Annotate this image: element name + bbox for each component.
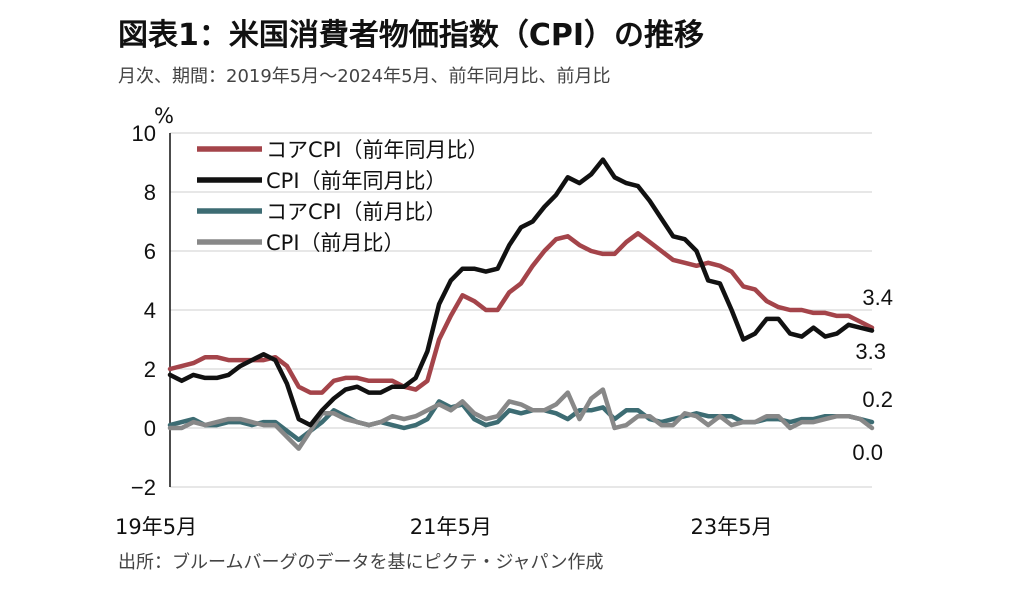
legend: コアCPI（前年同月比） CPI（前年同月比） コアCPI（前月比） CPI（前月比） — [197, 138, 489, 255]
chart-title: 図表1：米国消費者物価指数（CPI）の推移 — [118, 18, 705, 53]
end-annotations: 3.4 3.3 0.2 0.0 — [852, 285, 893, 465]
x-tick-label: 19年5月 — [115, 515, 197, 539]
x-tick-label: 21年5月 — [410, 515, 492, 539]
series-line — [167, 231, 875, 395]
series-lines — [167, 157, 875, 451]
legend-label: CPI（前月比） — [266, 231, 405, 255]
legend-label: コアCPI（前月比） — [266, 200, 447, 224]
chart-subtitle: 月次、期間：2019年5月～2024年5月、前年同月比、前月比 — [118, 66, 611, 87]
y-tick-label: 6 — [144, 239, 156, 264]
y-axis-unit: % — [154, 104, 174, 128]
y-tick-label: 10 — [132, 121, 156, 146]
axes: 10 8 6 4 2 0 −2% 19年5月 21年5月 23年5月 — [115, 104, 773, 539]
legend-label: コアCPI（前年同月比） — [266, 138, 489, 162]
series-line — [167, 387, 875, 451]
y-tick-label: −2 — [131, 475, 156, 500]
series-line — [167, 399, 875, 443]
series-line — [167, 157, 875, 428]
y-tick-label: 2 — [144, 357, 156, 382]
end-value-label: 3.3 — [855, 339, 886, 364]
end-value-label: 0.2 — [862, 387, 893, 412]
source-note: 出所：ブルームバーグのデータを基にピクテ・ジャパン作成 — [118, 552, 604, 573]
legend-label: CPI（前年同月比） — [266, 169, 447, 193]
end-value-label: 3.4 — [862, 285, 893, 310]
y-tick-label: 4 — [144, 298, 156, 323]
y-tick-label: 0 — [144, 416, 156, 441]
end-value-label: 0.0 — [852, 440, 883, 465]
y-tick-label: 8 — [144, 180, 156, 205]
x-tick-label: 23年5月 — [691, 515, 773, 539]
